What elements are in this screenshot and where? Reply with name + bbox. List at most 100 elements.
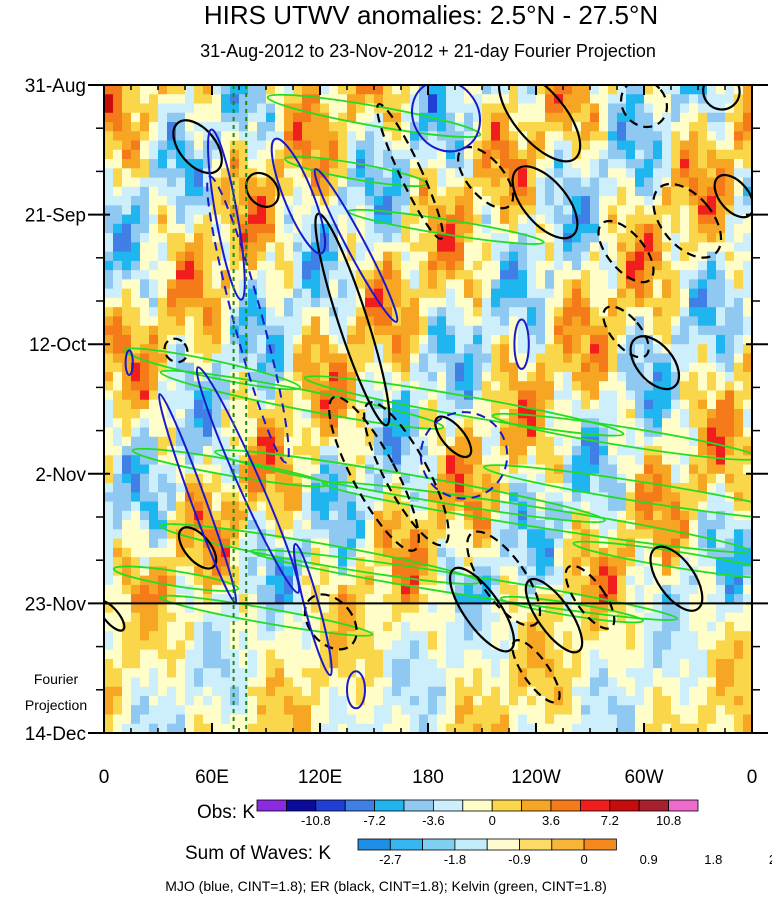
heatmap-cell xyxy=(644,205,654,216)
heatmap-cell xyxy=(662,288,672,299)
heatmap-cell xyxy=(347,325,357,336)
heatmap-cell xyxy=(518,668,528,679)
heatmap-cell xyxy=(266,612,276,623)
heatmap-cell xyxy=(230,399,240,410)
heatmap-cell xyxy=(257,131,267,142)
heatmap-cell xyxy=(140,131,150,142)
heatmap-cell xyxy=(680,464,690,475)
heatmap-cell xyxy=(464,251,474,262)
heatmap-cell xyxy=(158,103,168,114)
heatmap-cell xyxy=(392,409,402,419)
heatmap-cell xyxy=(698,686,708,697)
heatmap-cell xyxy=(491,686,501,697)
heatmap-cell xyxy=(131,677,141,688)
heatmap-cell xyxy=(446,334,456,345)
heatmap-cell xyxy=(608,103,618,114)
heatmap-cell xyxy=(149,196,159,206)
heatmap-cell xyxy=(716,483,726,493)
heatmap-cell xyxy=(419,279,429,290)
heatmap-cell xyxy=(239,677,249,688)
heatmap-cell xyxy=(131,575,141,586)
heatmap-cell xyxy=(149,334,159,345)
heatmap-cell xyxy=(455,557,465,567)
heatmap-cell xyxy=(176,297,186,308)
heatmap-cell xyxy=(491,390,501,401)
heatmap-cell xyxy=(491,436,501,447)
heatmap-cell xyxy=(113,594,123,604)
heatmap-cell xyxy=(392,677,402,688)
heatmap-cell xyxy=(410,538,420,549)
heatmap-cell xyxy=(212,501,222,512)
heatmap-cell xyxy=(464,325,474,336)
heatmap-cell xyxy=(158,668,168,679)
heatmap-cell xyxy=(257,103,267,114)
heatmap-cell xyxy=(266,658,276,669)
heatmap-cell xyxy=(347,131,357,142)
heatmap-cell xyxy=(185,85,195,95)
heatmap-cell xyxy=(158,575,168,586)
heatmap-cell xyxy=(662,621,672,632)
heatmap-cell xyxy=(563,529,573,540)
heatmap-cell xyxy=(716,270,726,280)
heatmap-cell xyxy=(149,131,159,142)
heatmap-cell xyxy=(617,584,627,595)
heatmap-cell xyxy=(581,214,591,225)
heatmap-cell xyxy=(419,584,429,595)
heatmap-cell xyxy=(671,418,681,429)
heatmap-cell xyxy=(554,520,564,530)
heatmap-cell xyxy=(662,149,672,160)
heatmap-cell xyxy=(464,399,474,410)
heatmap-cell xyxy=(653,649,663,660)
heatmap-cell xyxy=(473,557,483,567)
heatmap-cell xyxy=(383,316,393,327)
heatmap-cell xyxy=(365,418,375,429)
heatmap-cell xyxy=(491,547,501,558)
heatmap-cell xyxy=(707,483,717,493)
heatmap-cell xyxy=(743,316,752,327)
heatmap-cell xyxy=(320,584,330,595)
heatmap-cell xyxy=(347,557,357,567)
heatmap-cell xyxy=(374,362,384,373)
heatmap-cell xyxy=(365,112,375,123)
heatmap-cell xyxy=(149,112,159,123)
heatmap-cell xyxy=(122,483,132,493)
heatmap-cell xyxy=(482,279,492,290)
heatmap-cell xyxy=(716,427,726,438)
heatmap-cell xyxy=(527,233,537,243)
heatmap-cell xyxy=(671,233,681,243)
heatmap-cell xyxy=(437,159,447,169)
heatmap-cell xyxy=(356,168,366,179)
heatmap-cell xyxy=(149,668,159,679)
heatmap-cell xyxy=(302,723,312,733)
heatmap-cell xyxy=(671,529,681,540)
heatmap-cell xyxy=(446,686,456,697)
heatmap-cell xyxy=(662,575,672,586)
heatmap-cell xyxy=(743,371,752,382)
heatmap-cell xyxy=(248,714,258,725)
heatmap-cell xyxy=(473,668,483,679)
heatmap-cell xyxy=(617,695,627,706)
heatmap-cell xyxy=(545,483,555,493)
heatmap-cell xyxy=(671,473,681,484)
heatmap-cell xyxy=(572,307,582,318)
heatmap-cell xyxy=(689,658,699,669)
heatmap-cell xyxy=(410,353,420,364)
heatmap-cell xyxy=(248,260,258,271)
heatmap-cell xyxy=(563,695,573,706)
heatmap-cell xyxy=(131,714,141,725)
heatmap-cell xyxy=(590,186,600,197)
heatmap-cell xyxy=(518,575,528,586)
heatmap-cell xyxy=(482,538,492,549)
heatmap-cell xyxy=(266,538,276,549)
heatmap-cell xyxy=(230,297,240,308)
heatmap-cell xyxy=(491,714,501,725)
heatmap-cell xyxy=(554,214,564,225)
heatmap-cell xyxy=(689,297,699,308)
heatmap-cell xyxy=(707,307,717,318)
heatmap-cell xyxy=(239,297,249,308)
heatmap-cell xyxy=(635,196,645,206)
heatmap-cell xyxy=(194,233,204,243)
heatmap-cell xyxy=(122,177,132,188)
heatmap-cell xyxy=(473,621,483,632)
heatmap-cell xyxy=(734,473,744,484)
